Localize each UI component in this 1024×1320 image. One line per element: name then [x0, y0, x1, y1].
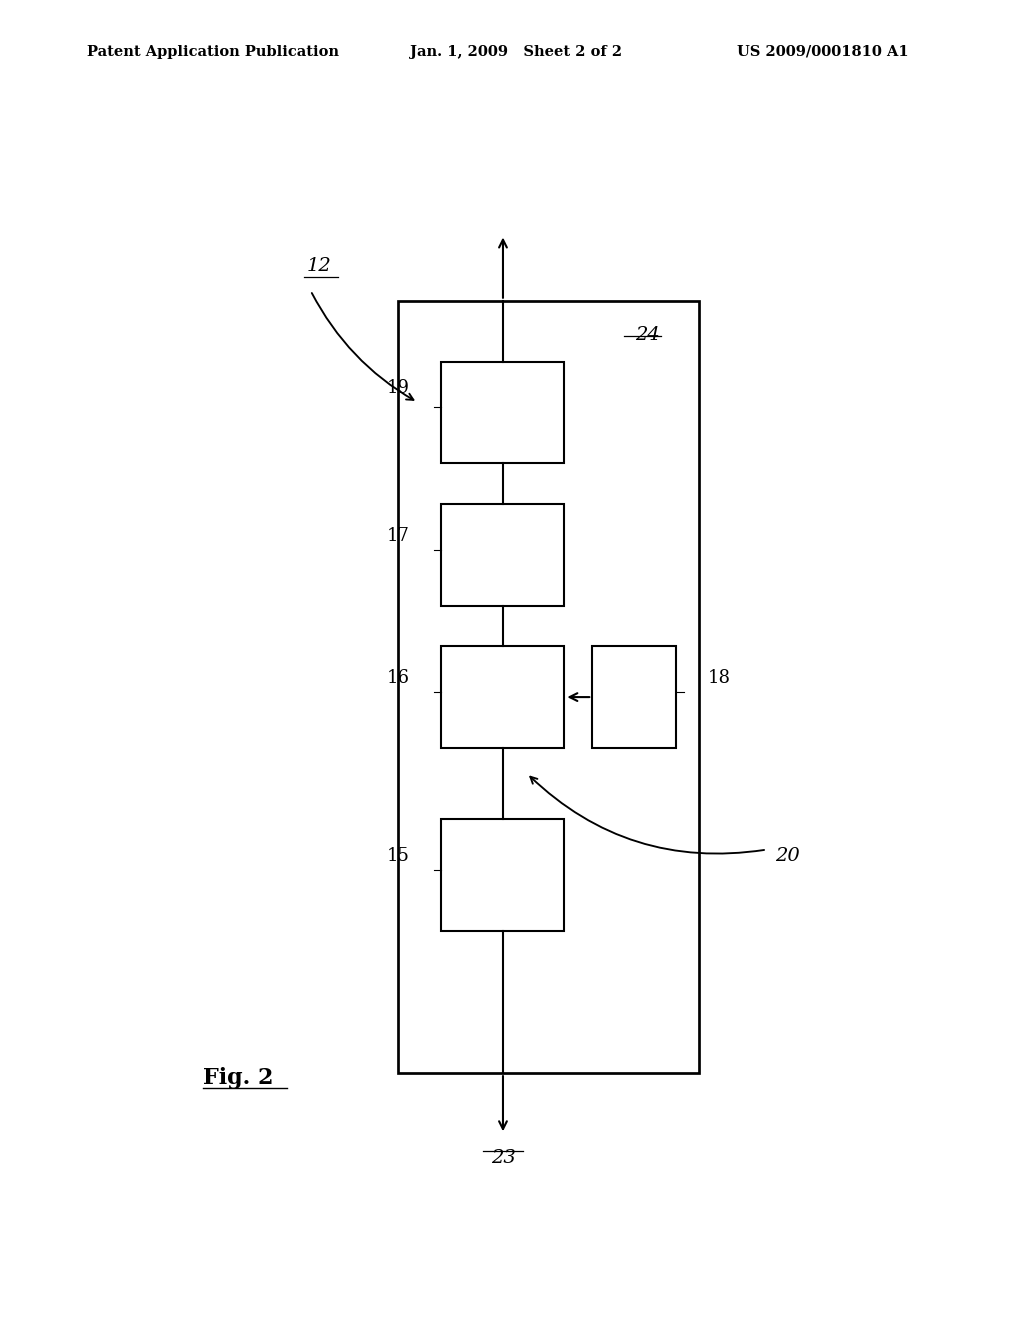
Text: Fig. 2: Fig. 2 — [204, 1068, 273, 1089]
Bar — [592, 647, 676, 748]
Text: 18: 18 — [708, 669, 730, 686]
Text: Patent Application Publication: Patent Application Publication — [87, 45, 339, 59]
Text: 20: 20 — [775, 847, 800, 865]
Text: Jan. 1, 2009   Sheet 2 of 2: Jan. 1, 2009 Sheet 2 of 2 — [410, 45, 622, 59]
Text: 17: 17 — [387, 527, 410, 545]
Text: 15: 15 — [387, 847, 410, 865]
Bar — [441, 362, 564, 463]
Text: 12: 12 — [306, 257, 332, 276]
Bar — [397, 301, 699, 1073]
Text: 16: 16 — [387, 669, 410, 686]
Text: 24: 24 — [635, 326, 659, 345]
Bar — [441, 504, 564, 606]
Bar — [441, 647, 564, 748]
Text: 19: 19 — [387, 379, 410, 397]
Text: 23: 23 — [490, 1150, 515, 1167]
Bar — [441, 818, 564, 931]
Text: US 2009/0001810 A1: US 2009/0001810 A1 — [737, 45, 909, 59]
